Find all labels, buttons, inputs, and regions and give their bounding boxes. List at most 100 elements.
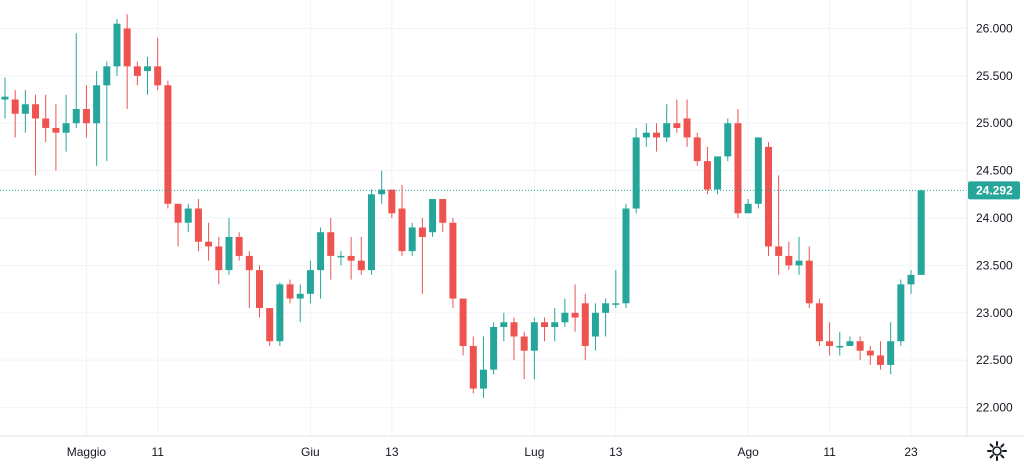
candle-body xyxy=(256,270,263,309)
price-tick-label: 23.500 xyxy=(976,258,1013,272)
candle-body xyxy=(439,199,447,223)
candle-body xyxy=(632,137,640,209)
candle xyxy=(215,236,223,285)
candle xyxy=(32,94,40,176)
candle xyxy=(581,293,589,361)
candle xyxy=(21,90,29,133)
candle xyxy=(622,203,630,309)
candle xyxy=(439,199,447,233)
candle-body xyxy=(21,104,29,114)
candle-body xyxy=(714,156,722,190)
candle-body xyxy=(551,322,559,327)
candle-body xyxy=(225,236,233,271)
time-tick-label: 23 xyxy=(904,445,918,459)
gear-icon-graphic xyxy=(987,441,1007,461)
candle xyxy=(754,137,762,209)
candle-body xyxy=(42,118,50,128)
candle-body xyxy=(734,123,742,214)
candle xyxy=(144,56,152,95)
candle xyxy=(133,61,141,86)
candle-body xyxy=(72,109,80,124)
candle-body xyxy=(215,246,223,271)
candle xyxy=(479,336,487,399)
time-tick-label: 13 xyxy=(609,445,623,459)
gear-icon[interactable] xyxy=(986,440,1008,462)
candle-body xyxy=(133,66,141,76)
time-axis[interactable]: Maggio 11 Giu 13 Lug 13 Ago 11 23 xyxy=(67,445,918,459)
candle xyxy=(856,336,864,361)
candle-body xyxy=(754,137,762,204)
candle xyxy=(775,175,783,275)
candle xyxy=(663,104,671,143)
candle-body xyxy=(612,303,620,305)
candle xyxy=(866,345,874,365)
candle xyxy=(785,241,793,271)
price-axis[interactable]: 26.000 25.500 25.000 24.500 24.000 23.500 23.0… xyxy=(976,21,1013,414)
candle xyxy=(907,270,915,294)
candle-body xyxy=(561,312,569,323)
candle xyxy=(459,298,467,356)
candle xyxy=(113,18,121,76)
candle-body xyxy=(62,123,70,133)
time-tick-label: Maggio xyxy=(67,445,107,459)
candle xyxy=(714,156,722,195)
candle xyxy=(561,298,569,327)
candle-body xyxy=(765,146,772,247)
candle xyxy=(571,284,579,332)
time-tick-label: Lug xyxy=(524,445,544,459)
candle xyxy=(815,298,823,346)
candle-body xyxy=(459,298,467,346)
candle-body xyxy=(846,341,854,346)
candle-body xyxy=(785,255,793,266)
candle xyxy=(826,322,834,356)
candle xyxy=(103,61,111,162)
time-tick-label: 13 xyxy=(385,445,399,459)
candle xyxy=(123,14,131,109)
candle-body xyxy=(907,274,915,285)
candle-body xyxy=(245,255,253,271)
candle xyxy=(429,199,437,237)
candle xyxy=(876,341,884,370)
candle xyxy=(642,123,650,147)
candle xyxy=(164,80,172,209)
candle-body xyxy=(591,312,599,337)
candle xyxy=(612,270,620,309)
candle xyxy=(82,85,90,138)
candle xyxy=(734,109,742,218)
candle xyxy=(693,132,701,166)
candle xyxy=(591,303,599,351)
candle-body xyxy=(479,369,487,389)
candle xyxy=(510,317,518,361)
candle-body xyxy=(52,127,60,133)
candle xyxy=(286,279,294,304)
candle-body xyxy=(693,137,701,162)
candle xyxy=(632,127,640,214)
candle-body xyxy=(897,284,905,342)
candle xyxy=(245,251,253,309)
candle-body xyxy=(123,28,131,67)
candle xyxy=(520,331,528,380)
candle xyxy=(205,222,213,261)
price-tick-label: 22.000 xyxy=(976,401,1013,415)
candle xyxy=(357,236,365,275)
candle xyxy=(887,322,895,375)
candle-body xyxy=(887,341,895,365)
candle xyxy=(378,170,386,204)
candle xyxy=(846,336,854,346)
candle-body xyxy=(32,104,40,119)
candle-body xyxy=(795,260,803,266)
candle-body xyxy=(541,322,549,327)
candle xyxy=(653,123,661,152)
price-tick-label: 22.500 xyxy=(976,353,1013,367)
candle xyxy=(327,218,335,280)
candle-body xyxy=(144,66,152,72)
candles xyxy=(1,14,925,399)
candle xyxy=(744,199,752,214)
candle-body xyxy=(429,199,437,233)
candle-body xyxy=(266,308,274,342)
candle xyxy=(398,184,406,256)
last-price-badge-label: 24.292 xyxy=(976,183,1013,197)
candle-body xyxy=(11,99,19,114)
